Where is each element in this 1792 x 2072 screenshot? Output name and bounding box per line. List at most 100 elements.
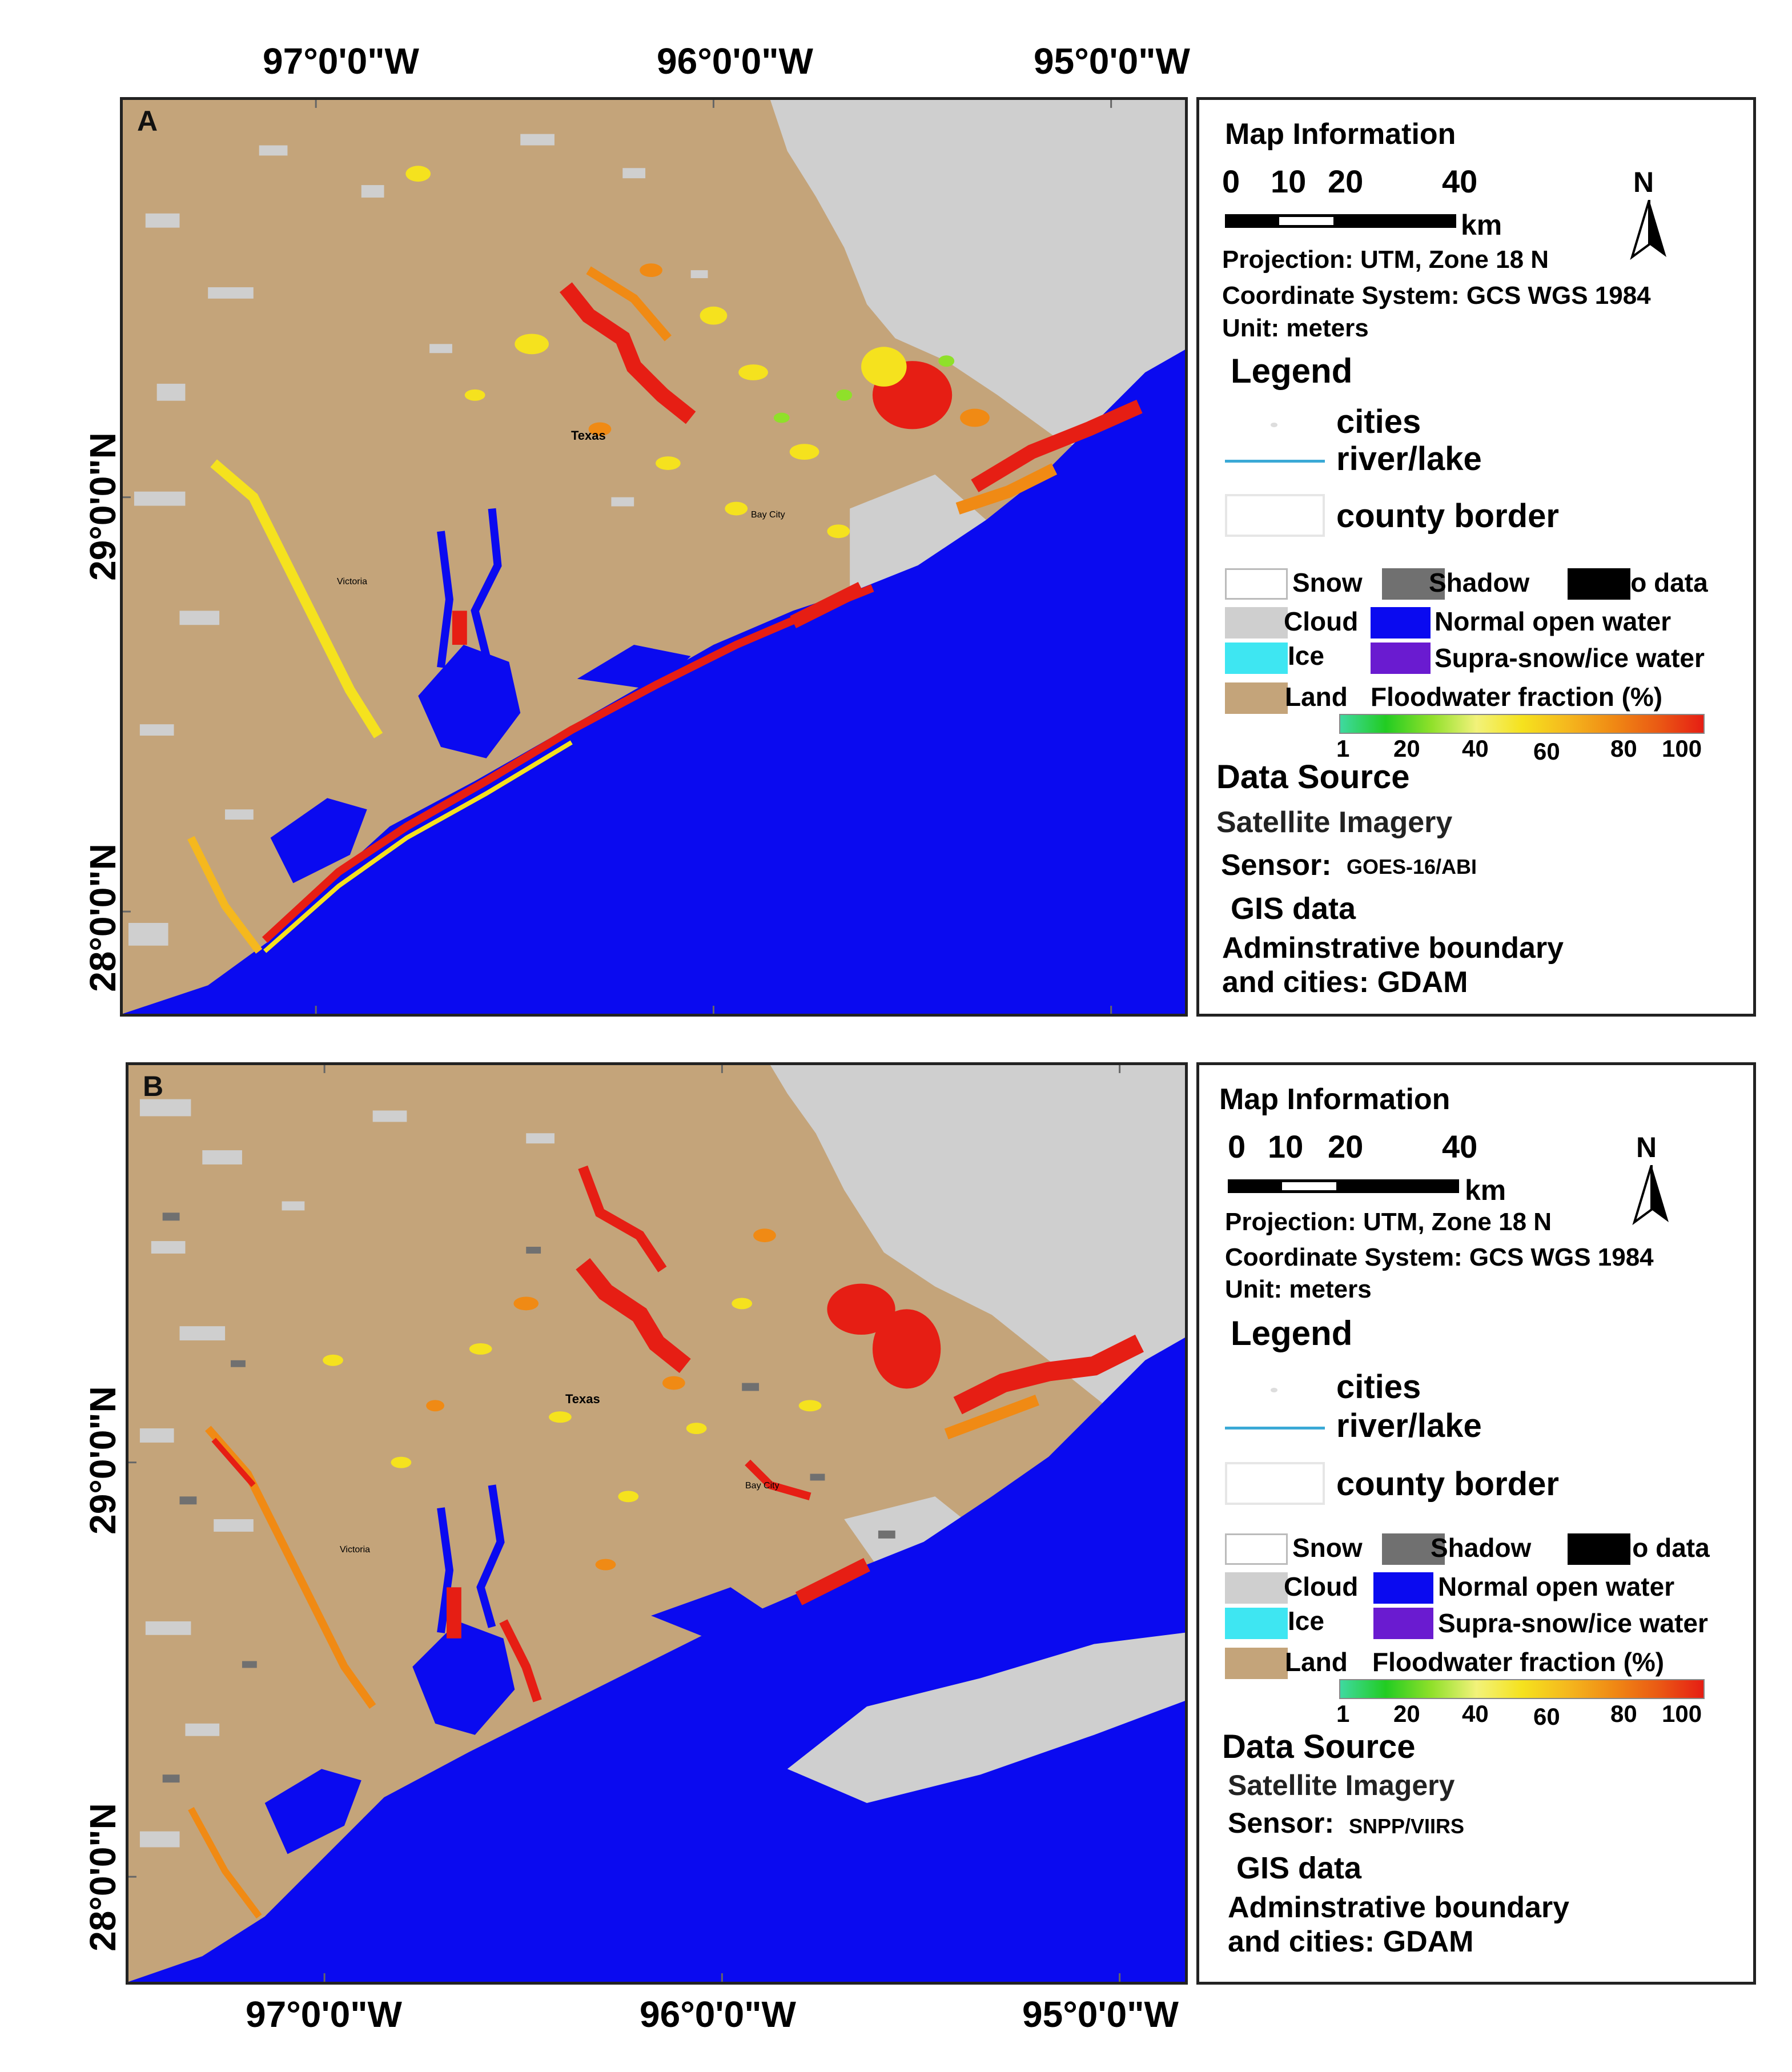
snow-swatch bbox=[1225, 568, 1288, 600]
map-panel-b: B Texas Bay City Victoria bbox=[126, 1062, 1188, 1985]
flood-fraction-ramp bbox=[1339, 1679, 1705, 1699]
sensor-label: Sensor: bbox=[1221, 849, 1332, 882]
info-title: Map Information bbox=[1219, 1083, 1451, 1116]
gis-title: GIS data bbox=[1236, 1851, 1362, 1885]
graticule bbox=[123, 100, 1112, 1014]
admin-line1: Adminstrative boundary bbox=[1228, 1891, 1570, 1924]
legend-supra: Supra-snow/ice water bbox=[1435, 643, 1705, 673]
lon-label-top-97: 97°0'0"W bbox=[263, 41, 419, 82]
bay-water bbox=[418, 645, 521, 758]
admin-line2: and cities: GDAM bbox=[1222, 966, 1468, 999]
north-label: N bbox=[1636, 1131, 1657, 1163]
north-label: N bbox=[1633, 166, 1654, 198]
shadow-swatch bbox=[1382, 568, 1445, 600]
bay-water bbox=[264, 1769, 361, 1854]
scale-number: 40 bbox=[1442, 163, 1478, 199]
legend-ice: Ice bbox=[1288, 641, 1324, 670]
data-source-title: Data Source bbox=[1222, 1728, 1416, 1765]
scale-bar bbox=[1228, 1179, 1459, 1193]
lon-label-bottom-97: 97°0'0"W bbox=[246, 1994, 402, 2035]
ramp-tick: 80 bbox=[1610, 1700, 1637, 1727]
map-label-city: Bay City bbox=[745, 1481, 780, 1491]
shadow-swatch bbox=[1382, 1533, 1445, 1565]
land-swatch bbox=[1225, 1648, 1288, 1679]
legend-nodata: No data bbox=[1612, 568, 1708, 597]
snow-swatch bbox=[1225, 1533, 1288, 1565]
county-border-swatch bbox=[1225, 1462, 1325, 1505]
legend-title: Legend bbox=[1231, 352, 1353, 390]
map-info-panel-a: Map Information 0 10 20 40 km N Projecti… bbox=[1196, 97, 1756, 1017]
data-source-title: Data Source bbox=[1216, 758, 1410, 796]
legend-land: Land bbox=[1285, 682, 1348, 712]
city-dot-icon bbox=[1271, 1388, 1277, 1392]
north-arrow-icon bbox=[1632, 1165, 1669, 1226]
panel-label-b: B bbox=[143, 1070, 164, 1102]
flood-fraction-ramp bbox=[1339, 714, 1705, 734]
lat-label-b-28: 28°0'0"N bbox=[82, 1803, 123, 1951]
nodata-swatch bbox=[1568, 1533, 1630, 1565]
admin-line2: and cities: GDAM bbox=[1228, 1925, 1474, 1958]
ramp-tick: 40 bbox=[1462, 1700, 1489, 1727]
supra-swatch bbox=[1371, 643, 1431, 674]
coordinate-system-text: Coordinate System: GCS WGS 1984 bbox=[1225, 1243, 1654, 1271]
scale-number: 0 bbox=[1228, 1129, 1246, 1165]
projection-text: Projection: UTM, Zone 18 N bbox=[1222, 246, 1549, 274]
ramp-tick: 60 bbox=[1533, 1703, 1560, 1730]
cloud-speckle bbox=[128, 134, 708, 946]
cloud-over-gulf bbox=[787, 1632, 1185, 1803]
legend-cloud: Cloud bbox=[1284, 607, 1359, 636]
sensor-label: Sensor: bbox=[1228, 1807, 1335, 1839]
legend-shadow: Shadow bbox=[1431, 1533, 1532, 1563]
imagery-text: Satellite Imagery bbox=[1228, 1769, 1455, 1801]
river-channels bbox=[437, 508, 502, 668]
sensor-value: SNPP/VIIRS bbox=[1349, 1814, 1465, 1838]
legend-cities: cities bbox=[1336, 1368, 1421, 1406]
legend-snow: Snow bbox=[1292, 1533, 1363, 1563]
coordinate-system-text: Coordinate System: GCS WGS 1984 bbox=[1222, 282, 1651, 310]
cloud-swatch bbox=[1225, 607, 1288, 639]
scale-number: 10 bbox=[1271, 163, 1307, 199]
unit-text: Unit: meters bbox=[1222, 314, 1369, 342]
bay-water bbox=[651, 1587, 765, 1639]
lat-label-a-28: 28°0'0"N bbox=[82, 844, 123, 992]
water-swatch bbox=[1371, 607, 1431, 639]
lon-label-bottom-96: 96°0'0"W bbox=[640, 1994, 796, 2035]
north-arrow-icon bbox=[1630, 200, 1666, 260]
scale-unit: km bbox=[1461, 209, 1502, 241]
legend-nodata: No data bbox=[1613, 1533, 1710, 1563]
flood-patches bbox=[188, 1165, 1144, 1919]
ramp-tick: 60 bbox=[1533, 738, 1560, 765]
ice-swatch bbox=[1225, 643, 1288, 674]
legend-cloud: Cloud bbox=[1284, 1572, 1359, 1601]
map-label-city: Bay City bbox=[751, 510, 785, 520]
scale-bar bbox=[1225, 214, 1456, 228]
legend-land: Land bbox=[1285, 1647, 1348, 1677]
map-info-panel-b: Map Information 0 10 20 40 km N Projecti… bbox=[1196, 1062, 1756, 1985]
scale-number: 0 bbox=[1222, 163, 1240, 199]
sensor-value: GOES-16/ABI bbox=[1347, 855, 1477, 878]
info-title: Map Information bbox=[1225, 118, 1456, 151]
legend-ice: Ice bbox=[1288, 1606, 1324, 1636]
ramp-tick: 1 bbox=[1336, 1700, 1350, 1727]
legend-flood: Floodwater fraction (%) bbox=[1371, 682, 1663, 712]
map-label-city: Victoria bbox=[340, 1545, 371, 1555]
shadow-speckle bbox=[162, 1212, 895, 1783]
ramp-tick: 20 bbox=[1393, 735, 1420, 762]
gulf-water bbox=[128, 1338, 1185, 1982]
ramp-tick: 100 bbox=[1662, 735, 1702, 762]
scale-number: 10 bbox=[1268, 1129, 1304, 1165]
panel-label-a: A bbox=[137, 105, 158, 137]
supra-swatch bbox=[1373, 1608, 1433, 1639]
ramp-tick: 20 bbox=[1393, 1700, 1420, 1727]
projection-text: Projection: UTM, Zone 18 N bbox=[1225, 1208, 1552, 1236]
lon-label-top-95: 95°0'0"W bbox=[1034, 41, 1190, 82]
imagery-text: Satellite Imagery bbox=[1216, 806, 1453, 839]
legend-water: Normal open water bbox=[1438, 1572, 1675, 1601]
cloud-area-ne bbox=[770, 100, 1185, 464]
map-label-state: Texas bbox=[565, 1392, 600, 1406]
graticule bbox=[128, 1065, 1121, 1982]
river-line-icon bbox=[1225, 460, 1325, 463]
gis-title: GIS data bbox=[1231, 892, 1356, 926]
legend-county: county border bbox=[1336, 1465, 1559, 1503]
legend-snow: Snow bbox=[1292, 568, 1363, 597]
